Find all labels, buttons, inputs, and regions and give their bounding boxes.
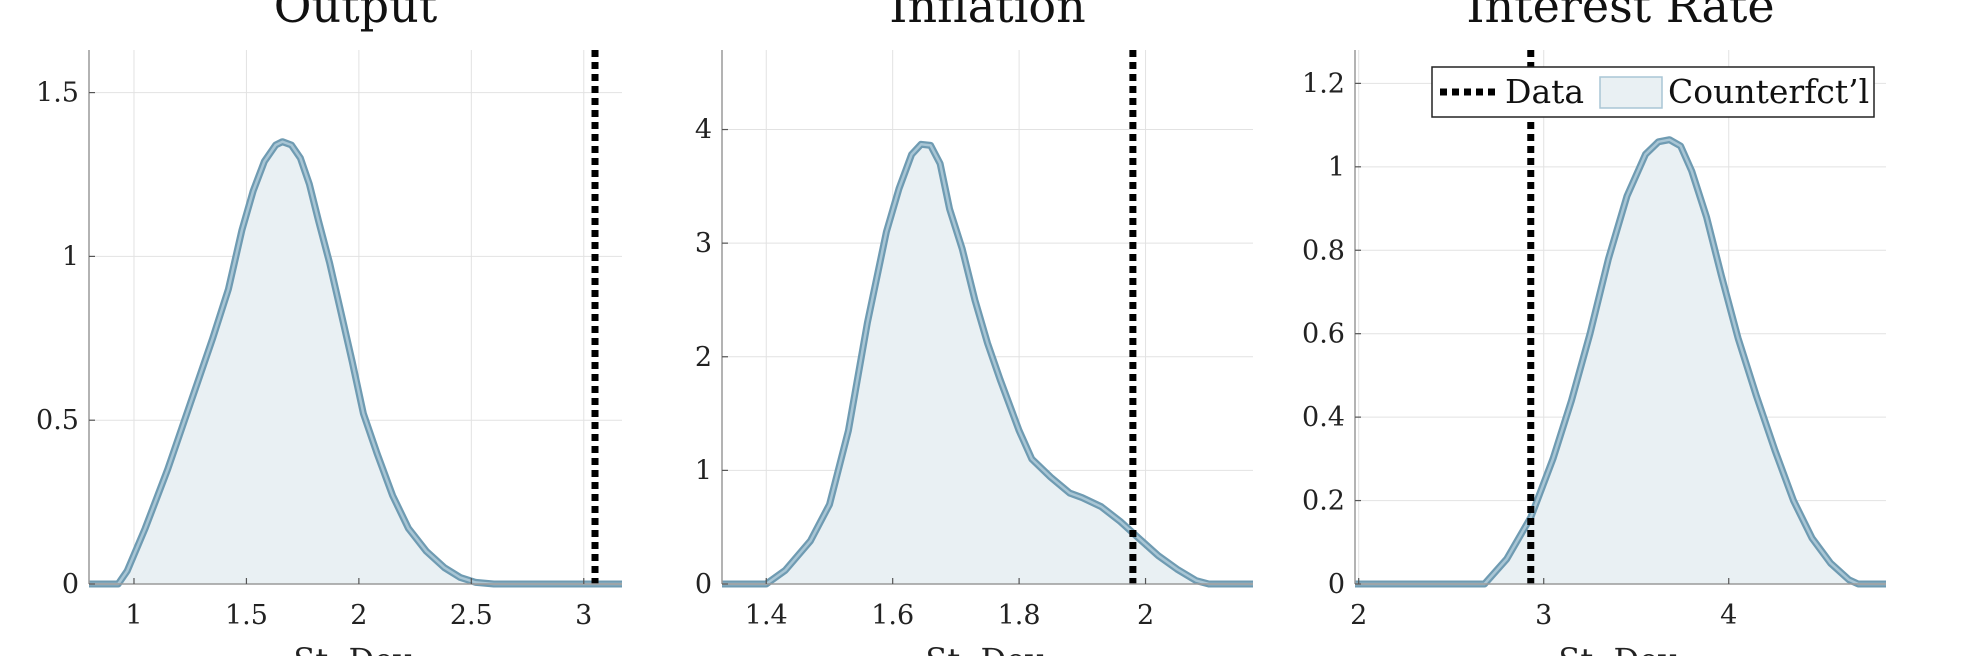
y-tick-label: 1.5: [36, 78, 79, 109]
x-tick-label: 2: [1350, 600, 1367, 631]
y-tick-label: 0.2: [1302, 486, 1345, 517]
legend-counterfactual-swatch: [1599, 76, 1663, 109]
x-tick-label: 2: [1137, 600, 1154, 631]
y-tick-label: 0.5: [36, 405, 79, 436]
plot-area: [722, 140, 1253, 588]
y-tick-label: 4: [695, 115, 712, 146]
counterfactual-curve-highlight: [722, 143, 1253, 586]
counterfactual-area: [89, 141, 622, 584]
plot-area: [89, 138, 622, 588]
y-tick-label: 0.6: [1302, 319, 1345, 350]
y-tick-label: 2: [695, 342, 712, 373]
x-tick-label: 1: [125, 600, 142, 631]
x-tick-label: 3: [575, 600, 592, 631]
y-tick-label: 0.8: [1302, 235, 1345, 266]
y-tick-label: 1.2: [1302, 68, 1345, 99]
y-tick-label: 3: [695, 228, 712, 259]
x-tick-label: 2.5: [450, 600, 493, 631]
legend-data-label: Data: [1505, 72, 1584, 111]
panel-title: Inflation: [889, 0, 1085, 33]
x-tick-label: 2: [350, 600, 367, 631]
x-tick-label: 1.8: [998, 600, 1041, 631]
counterfactual-area: [1355, 139, 1886, 584]
plot-area: [1355, 136, 1886, 588]
x-axis-label: St. Dev.: [293, 641, 417, 656]
legend-counterfactual-label: Counterfct’l: [1668, 72, 1869, 111]
x-tick-label: 1.5: [225, 600, 268, 631]
panel-3: 2 3 4 0 0.2 0.4 0.6 0.8 1 1.2 Interest Rate St. Dev…: [1302, 0, 1886, 656]
x-axis-label: St. Dev.: [925, 641, 1049, 656]
y-tick-label: 1: [1328, 152, 1345, 183]
y-tick-label: 1: [62, 241, 79, 272]
legend: Data Counterfct’l: [1431, 66, 1875, 118]
counterfactual-area: [722, 144, 1253, 585]
y-tick-label: 0: [695, 569, 712, 600]
y-tick-label: 0.4: [1302, 402, 1345, 433]
x-tick-label: 4: [1720, 600, 1737, 631]
x-tick-label: 1.4: [745, 600, 788, 631]
x-tick-label: 1.6: [871, 600, 914, 631]
y-tick-label: 0: [1328, 569, 1345, 600]
x-axis-label: St. Dev.: [1558, 641, 1682, 656]
y-tick-label: 1: [695, 455, 712, 486]
panel-2: 1.4 1.6 1.8 2 0 1 2 3 4 Inflation St. Dev.: [695, 0, 1253, 656]
counterfactual-curve-highlight: [89, 140, 622, 586]
panel-title: Output: [274, 0, 438, 33]
panel-1: 1 1.5 2 2.5 3 0 0.5 1 1.5 Output St. Dev.: [36, 0, 622, 656]
panel-title: Interest Rate: [1466, 0, 1774, 33]
counterfactual-curve-highlight: [1355, 138, 1886, 586]
x-tick-label: 3: [1535, 600, 1552, 631]
y-tick-label: 0: [62, 569, 79, 600]
